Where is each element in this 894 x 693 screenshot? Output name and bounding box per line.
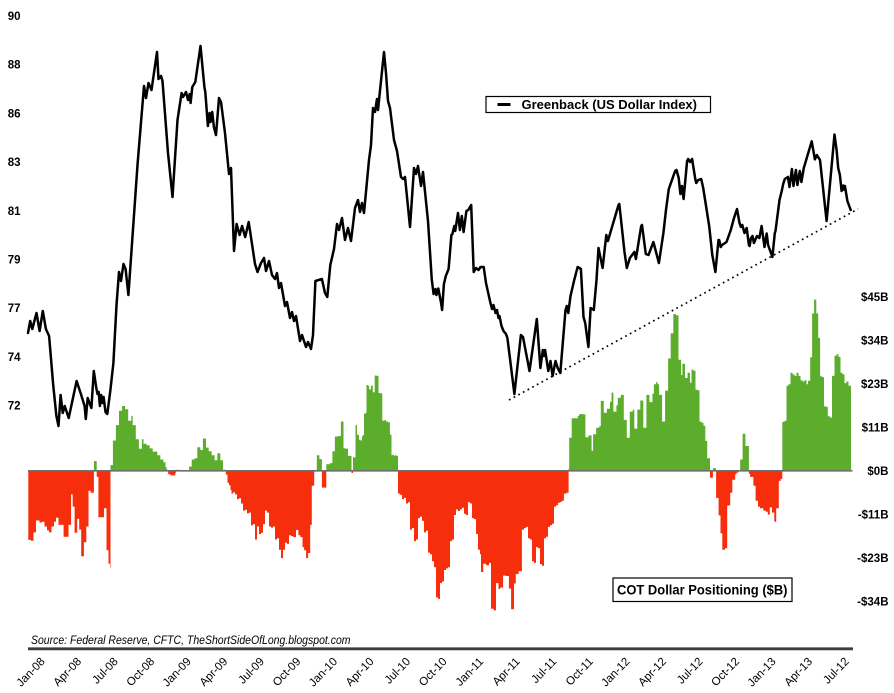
svg-text:79: 79 bbox=[8, 255, 21, 267]
svg-text:74: 74 bbox=[8, 352, 21, 364]
svg-text:83: 83 bbox=[8, 157, 21, 169]
svg-text:$45B: $45B bbox=[861, 292, 889, 304]
svg-text:Greenback (US Dollar Index): Greenback (US Dollar Index) bbox=[522, 97, 698, 112]
svg-text:-$34B: -$34B bbox=[857, 597, 888, 609]
svg-text:88: 88 bbox=[8, 60, 21, 72]
svg-text:90: 90 bbox=[8, 11, 21, 23]
svg-text:$34B: $34B bbox=[861, 335, 889, 347]
svg-text:$23B: $23B bbox=[861, 379, 889, 391]
svg-text:-$11B: -$11B bbox=[858, 510, 889, 522]
svg-text:86: 86 bbox=[8, 108, 21, 120]
svg-text:81: 81 bbox=[8, 206, 21, 218]
svg-text:-$23B: -$23B bbox=[857, 553, 888, 565]
svg-text:$0B: $0B bbox=[867, 466, 888, 478]
svg-text:72: 72 bbox=[8, 401, 21, 413]
svg-text:Source: Federal Reserve, CFTC,: Source: Federal Reserve, CFTC, TheShortS… bbox=[31, 633, 351, 647]
svg-text:$11B: $11B bbox=[862, 422, 889, 434]
svg-text:COT Dollar Positioning ($B): COT Dollar Positioning ($B) bbox=[617, 583, 788, 598]
svg-text:77: 77 bbox=[8, 303, 21, 315]
